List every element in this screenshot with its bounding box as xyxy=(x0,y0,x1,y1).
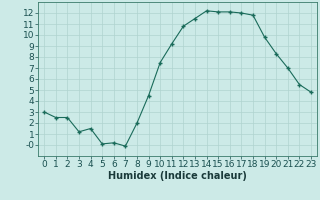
X-axis label: Humidex (Indice chaleur): Humidex (Indice chaleur) xyxy=(108,171,247,181)
